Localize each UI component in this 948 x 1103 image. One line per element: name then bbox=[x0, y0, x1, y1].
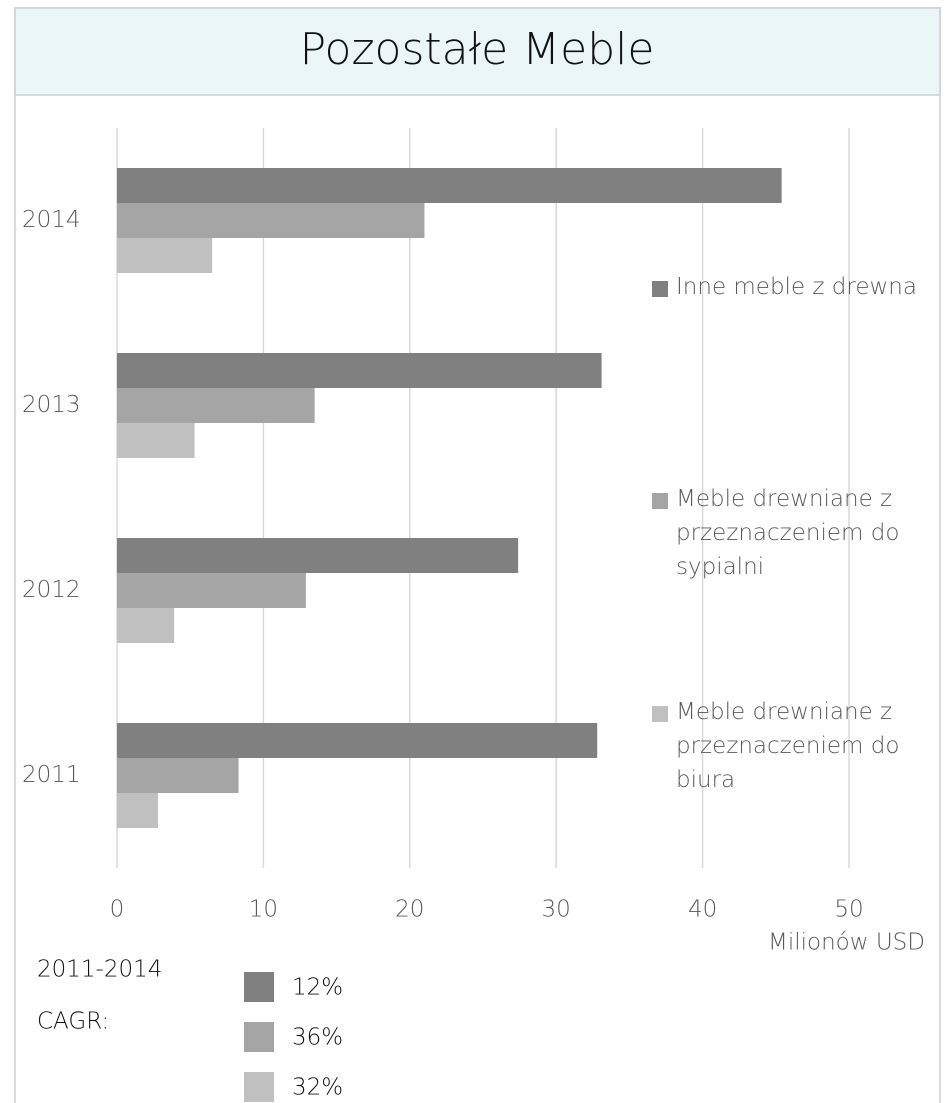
cagr-value: 32% bbox=[292, 1075, 343, 1101]
legend-swatch bbox=[652, 493, 668, 509]
cagr-title: 2011-2014 bbox=[37, 957, 162, 983]
x-tick-label: 20 bbox=[395, 897, 424, 923]
y-tick-label: 2012 bbox=[22, 577, 81, 603]
legend-item: Meble drewniane z przeznaczeniem do sypi… bbox=[652, 482, 927, 584]
legend-label: Inne meble z drewna bbox=[676, 274, 917, 300]
bar bbox=[117, 758, 239, 793]
x-tick-label: 40 bbox=[688, 897, 717, 923]
cagr-title: CAGR: bbox=[37, 1009, 109, 1035]
chart-title: Pozostałe Meble bbox=[300, 24, 655, 75]
x-tick-label: 10 bbox=[249, 897, 278, 923]
x-tick-label: 0 bbox=[110, 897, 125, 923]
legend-swatch bbox=[652, 281, 668, 297]
cagr-swatch bbox=[244, 972, 274, 1002]
legend-label: Meble drewniane z przeznaczeniem do sypi… bbox=[676, 486, 900, 580]
bar bbox=[117, 423, 195, 458]
title-box bbox=[14, 7, 941, 96]
bar bbox=[117, 793, 158, 828]
legend-label: Meble drewniane z przeznaczeniem do biur… bbox=[676, 699, 900, 793]
bar bbox=[117, 168, 782, 203]
cagr-value: 12% bbox=[292, 975, 343, 1001]
cagr-swatch bbox=[244, 1072, 274, 1102]
bar bbox=[117, 538, 519, 573]
cagr-value: 36% bbox=[292, 1025, 343, 1051]
bar bbox=[117, 353, 602, 388]
bar bbox=[117, 203, 425, 238]
bar bbox=[117, 238, 213, 273]
y-tick-label: 2014 bbox=[22, 207, 81, 233]
x-tick-label: 50 bbox=[834, 897, 863, 923]
bar bbox=[117, 723, 598, 758]
x-axis-label: Milionów USD bbox=[768, 930, 925, 956]
y-tick-label: 2013 bbox=[22, 392, 81, 418]
bar bbox=[117, 573, 306, 608]
x-tick-label: 30 bbox=[542, 897, 571, 923]
legend-swatch bbox=[652, 706, 668, 722]
y-tick-label: 2011 bbox=[22, 762, 81, 788]
bar bbox=[117, 388, 315, 423]
cagr-swatch bbox=[244, 1022, 274, 1052]
bar bbox=[117, 608, 175, 643]
legend-item: Meble drewniane z przeznaczeniem do biur… bbox=[652, 695, 927, 797]
legend-item: Inne meble z drewna bbox=[652, 270, 927, 304]
